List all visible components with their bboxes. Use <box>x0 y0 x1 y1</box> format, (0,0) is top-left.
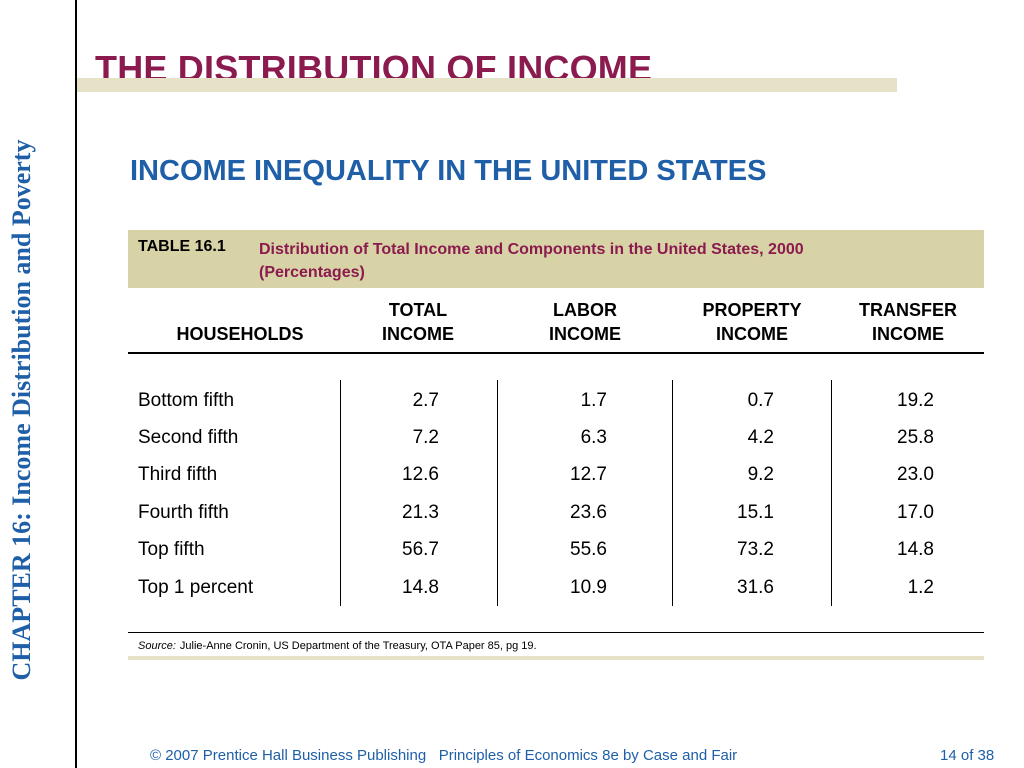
table-source-note: Source: Julie-Anne Cronin, US Department … <box>138 640 537 652</box>
labor-income-value: 10.9 <box>570 577 607 598</box>
column-header-labor-income: LABOR INCOME <box>505 298 665 346</box>
total-income-value: 14.8 <box>402 577 439 598</box>
column-header-households-line2: HOUSEHOLDS <box>176 324 304 344</box>
transfer-income-value: 1.2 <box>907 577 934 598</box>
table-number: TABLE 16.1 <box>138 238 226 255</box>
household-label: Fourth fifth <box>138 502 229 523</box>
labor-income-value: 1.7 <box>580 390 607 411</box>
column-header-transfer-income: TRANSFER INCOME <box>828 298 988 346</box>
column-header-property-line1: PROPERTY <box>702 300 802 320</box>
page-indicator: 14 of 38 <box>940 747 995 764</box>
labor-income-value: 23.6 <box>570 502 607 523</box>
footer-copyright: © 2007 Prentice Hall Business Publishing… <box>150 747 738 764</box>
household-label: Bottom fifth <box>138 390 235 411</box>
column-separator <box>497 380 498 606</box>
labor-income-value: 12.7 <box>570 464 607 485</box>
property-income-value: 9.2 <box>747 464 774 485</box>
table-caption-line2: (Percentages) <box>259 264 365 281</box>
header-rule <box>128 352 984 354</box>
chapter-side-label-text: CHAPTER 16: Income Distribution and Pove… <box>7 139 36 681</box>
labor-income-value: 6.3 <box>580 427 607 448</box>
property-income-value: 73.2 <box>737 539 774 560</box>
table-caption-line1: Distribution of Total Income and Compone… <box>259 241 804 258</box>
total-income-value: 56.7 <box>402 539 439 560</box>
transfer-income-value: 23.0 <box>897 464 934 485</box>
table-bottom-rule <box>128 632 984 633</box>
source-underline-band <box>128 656 984 660</box>
column-separator <box>672 380 673 606</box>
property-income-value: 31.6 <box>737 577 774 598</box>
transfer-income-value: 17.0 <box>897 502 934 523</box>
table-caption: Distribution of Total Income and Compone… <box>259 238 959 284</box>
labor-income-value: 55.6 <box>570 539 607 560</box>
source-label: Source: <box>138 640 176 652</box>
table-caption-band: TABLE 16.1 Distribution of Total Income … <box>128 230 984 288</box>
column-header-households-line1 <box>140 298 340 322</box>
slide-subtitle: INCOME INEQUALITY IN THE UNITED STATES <box>130 155 767 187</box>
total-income-value: 7.2 <box>412 427 439 448</box>
household-label: Third fifth <box>138 464 218 485</box>
left-divider-line <box>75 0 77 768</box>
column-header-total-income: TOTAL INCOME <box>338 298 498 346</box>
column-header-labor-line2: INCOME <box>549 324 621 344</box>
total-income-value: 12.6 <box>402 464 439 485</box>
household-label: Second fifth <box>138 427 239 448</box>
column-header-property-income: PROPERTY INCOME <box>672 298 832 346</box>
household-label: Top 1 percent <box>138 577 254 598</box>
transfer-income-value: 25.8 <box>897 427 934 448</box>
transfer-income-value: 14.8 <box>897 539 934 560</box>
column-header-transfer-line1: TRANSFER <box>859 300 957 320</box>
title-underline-band <box>77 78 897 92</box>
property-income-value: 4.2 <box>747 427 774 448</box>
transfer-income-value: 19.2 <box>897 390 934 411</box>
column-header-total-line2: INCOME <box>382 324 454 344</box>
column-header-total-line1: TOTAL <box>388 300 448 320</box>
column-header-labor-line1: LABOR <box>553 300 617 320</box>
column-header-property-line2: INCOME <box>716 324 788 344</box>
column-header-households: HOUSEHOLDS <box>140 298 340 346</box>
column-separator <box>831 380 832 606</box>
property-income-value: 15.1 <box>737 502 774 523</box>
property-income-value: 0.7 <box>747 390 774 411</box>
household-label: Top fifth <box>138 539 205 560</box>
column-header-transfer-line2: INCOME <box>872 324 944 344</box>
total-income-value: 21.3 <box>402 502 439 523</box>
total-income-value: 2.7 <box>412 390 439 411</box>
column-separator <box>340 380 341 606</box>
source-text: Julie-Anne Cronin, US Department of the … <box>179 640 537 652</box>
